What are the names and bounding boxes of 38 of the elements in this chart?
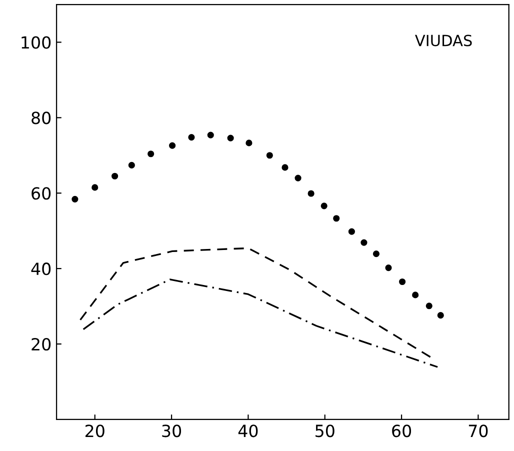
point — [148, 150, 154, 158]
y-tick-label: 80 — [32, 112, 51, 124]
annotation: VIUDAS — [415, 34, 472, 46]
point — [308, 190, 314, 197]
x-tick-label: 70 — [468, 424, 488, 438]
y-tick-label: 100 — [22, 36, 51, 49]
point — [282, 164, 288, 171]
point — [92, 184, 98, 191]
point — [246, 140, 252, 146]
point — [294, 174, 302, 182]
point — [112, 172, 118, 180]
point — [372, 250, 380, 258]
point — [128, 162, 135, 168]
point — [333, 215, 340, 222]
x-tick-label: 30 — [162, 424, 182, 438]
point — [360, 239, 368, 246]
point — [399, 278, 406, 286]
y-tick-label: 60 — [32, 187, 51, 200]
x-tick-label: 40 — [238, 424, 258, 438]
point — [437, 312, 444, 319]
point — [266, 152, 273, 159]
point — [207, 132, 214, 138]
line-series — [82, 278, 438, 368]
point — [169, 142, 176, 149]
y-tick-label: 20 — [32, 338, 51, 351]
point — [412, 292, 419, 298]
point — [426, 302, 432, 310]
point — [385, 264, 392, 272]
x-tick-label: 60 — [392, 424, 412, 438]
point — [188, 134, 195, 141]
x-tick-label: 20 — [85, 424, 104, 438]
point — [72, 196, 78, 202]
point — [227, 134, 234, 142]
point — [348, 228, 355, 235]
y-tick-label: 40 — [31, 262, 51, 276]
x-tick-label: 50 — [316, 424, 334, 438]
point — [320, 202, 328, 210]
line-series — [79, 247, 432, 358]
